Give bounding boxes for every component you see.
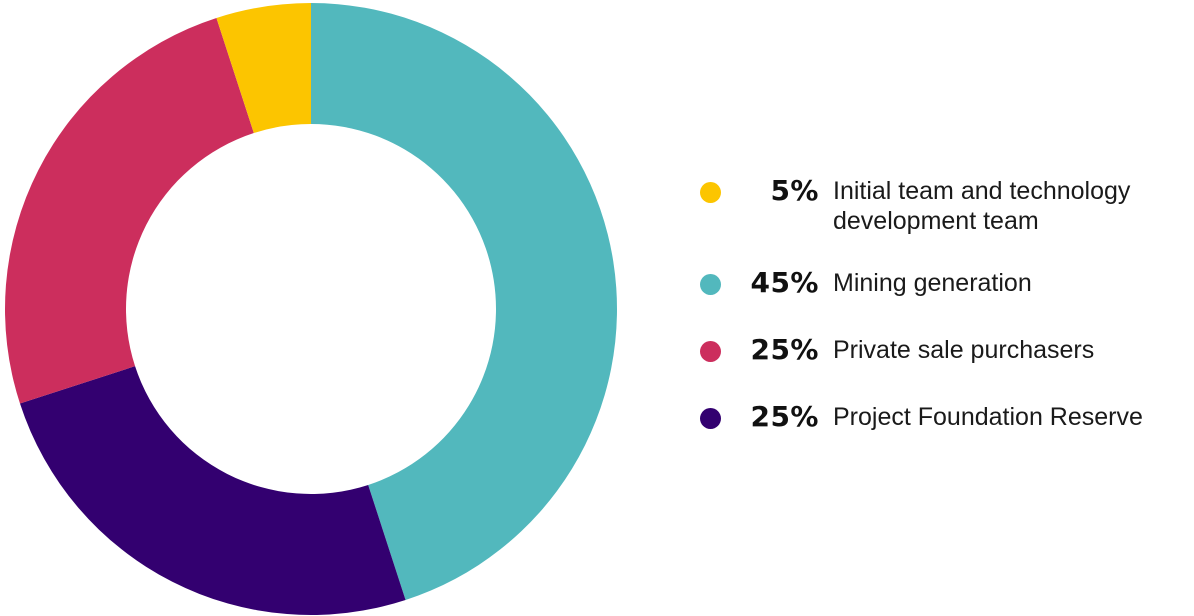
donut-slice-initial-team-and-technology-development-team [216, 3, 311, 134]
legend-item-private-sale: 25% Private sale purchasers [700, 331, 1194, 398]
donut-slice-project-foundation-reserve [19, 366, 406, 615]
legend-dot-purple-icon [700, 408, 721, 429]
legend-label: Mining generation [833, 269, 1032, 297]
legend-label: Project Foundation Reserve [833, 403, 1143, 431]
legend-item-mining-generation: 45% Mining generation [700, 264, 1194, 331]
donut-slice-mining-generation [311, 3, 618, 601]
legend: 5% Initial team and technology developme… [700, 172, 1194, 465]
donut-chart [4, 3, 618, 615]
legend-dot-teal-icon [700, 274, 721, 295]
legend-dot-crimson-icon [700, 341, 721, 362]
donut-slice-private-sale-purchasers [4, 17, 254, 404]
legend-percent: 25% [750, 333, 819, 366]
legend-item-foundation-reserve: 25% Project Foundation Reserve [700, 398, 1194, 465]
legend-percent: 45% [750, 266, 819, 299]
legend-item-initial-team: 5% Initial team and technology developme… [700, 172, 1194, 264]
legend-label: Initial team and technology development … [833, 177, 1131, 235]
legend-percent: 25% [750, 400, 819, 433]
legend-dot-yellow-icon [700, 182, 721, 203]
legend-percent: 5% [770, 174, 819, 207]
legend-label: Private sale purchasers [833, 336, 1095, 364]
